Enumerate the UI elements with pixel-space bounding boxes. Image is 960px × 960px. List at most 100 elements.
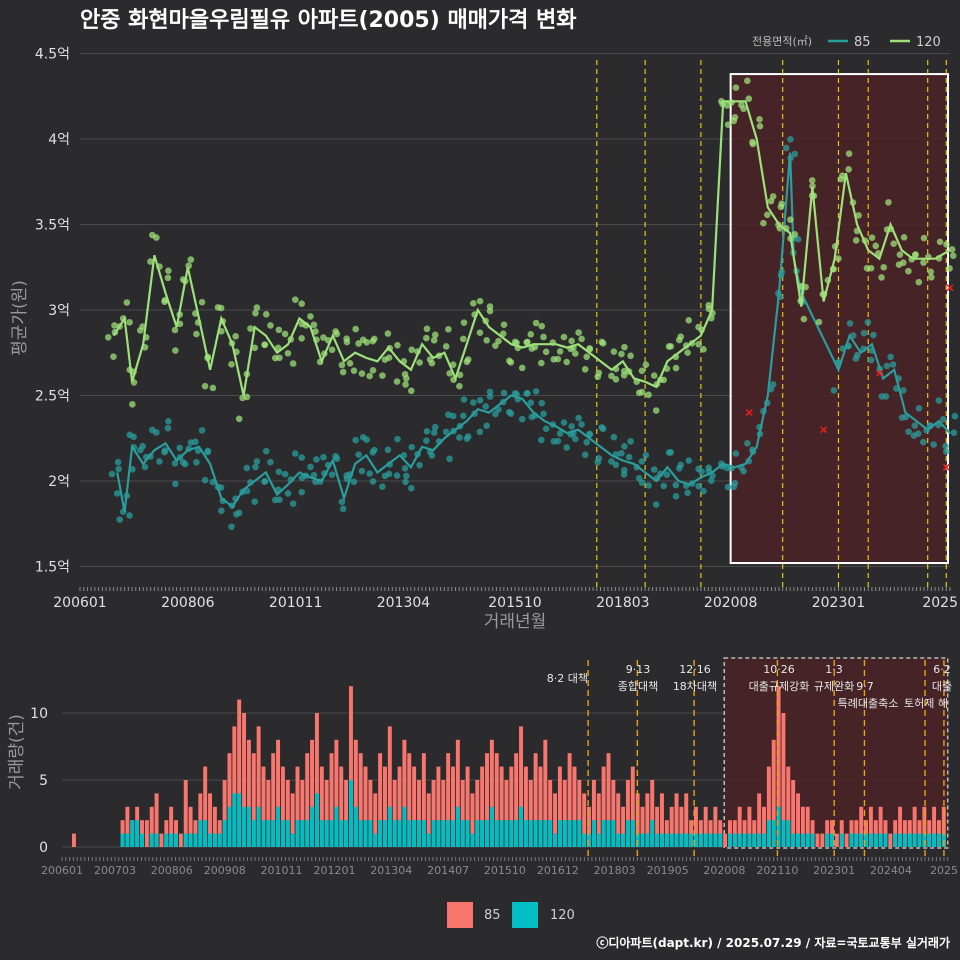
series-120-point (416, 359, 423, 366)
series-120-point (568, 337, 575, 345)
bar-120 (611, 820, 616, 847)
bar-120 (640, 833, 645, 847)
series-85-point (307, 463, 314, 471)
series-85-point (251, 498, 259, 505)
legend-key-85 (447, 902, 473, 928)
series-120-point (695, 340, 703, 348)
series-85-point (193, 459, 200, 466)
bar-85 (314, 713, 319, 847)
y-tick-label: 3.5억 (35, 218, 70, 234)
series-120-point (948, 246, 956, 253)
x-tick-label: 201510 (488, 595, 541, 611)
bar-120 (324, 820, 329, 847)
series-85-point (252, 463, 259, 471)
bar-120 (927, 833, 932, 847)
volume-chart: 0 5 10 8·2 대책 9·13 종합대책 12·16 18차대책 10·26 대출규제강화 1… (7, 657, 958, 928)
bar-85 (397, 766, 402, 847)
bar-85 (781, 713, 786, 847)
series-85-point (423, 437, 430, 444)
series-120-point (763, 211, 771, 219)
series-85-point (483, 422, 490, 430)
x-tick-label: 201803 (596, 595, 649, 611)
series-85-point (271, 496, 279, 504)
series-85-point (172, 480, 179, 488)
series-120-point (456, 371, 464, 379)
bar-120 (679, 833, 684, 847)
series-85-point (275, 468, 283, 476)
outlier-mark (942, 463, 950, 471)
series-85-point (853, 351, 861, 359)
bar-85 (402, 739, 407, 847)
series-120-point (394, 341, 401, 349)
series-85-point (554, 437, 562, 445)
series-120-point (369, 367, 377, 374)
series-85-point (126, 512, 133, 519)
series-85-point (369, 478, 377, 485)
bar-85 (222, 780, 227, 847)
bar-120 (319, 820, 324, 847)
series-85-point (695, 482, 703, 490)
series-120-point (445, 325, 452, 333)
bar-120 (193, 833, 198, 847)
bar-85 (149, 806, 154, 847)
series-85-point (385, 470, 393, 478)
bar-120 (630, 820, 635, 847)
bar-120 (810, 833, 815, 847)
series-85-point (724, 483, 732, 491)
y-tick-label: 1.5억 (35, 559, 70, 575)
bar-85 (441, 780, 446, 847)
bar-120 (494, 820, 499, 847)
series-120-point (949, 252, 957, 260)
bar-120 (276, 806, 281, 847)
series-85-point (583, 438, 590, 446)
x-tick-label: 2025 (922, 595, 958, 611)
x-tick-label: 200806 (161, 595, 215, 611)
bar-85 (280, 766, 285, 847)
series-85-point (538, 436, 545, 444)
series-85-point (791, 150, 799, 158)
series-120-point (560, 333, 568, 341)
bar-120 (737, 833, 742, 847)
legend-label-85: 85 (484, 908, 501, 923)
series-85-point (864, 318, 872, 326)
series-85-point (431, 423, 439, 431)
series-120-point (343, 335, 350, 343)
bar-120 (776, 806, 781, 847)
series-120-point (845, 165, 852, 173)
bar-85 (645, 793, 650, 847)
series-120-point (920, 259, 927, 266)
bar-85 (212, 806, 217, 847)
series-85-point (638, 479, 646, 486)
bar-85 (514, 753, 519, 847)
series-85-point (192, 438, 199, 446)
bar-85 (577, 780, 582, 847)
bar-85 (630, 766, 635, 847)
bar-85 (494, 753, 499, 847)
series-85-point (672, 481, 680, 489)
bar-120 (519, 806, 524, 847)
series-120-point (731, 114, 739, 121)
bar-120 (689, 833, 694, 847)
bar-85 (888, 833, 893, 847)
series-120-point (760, 219, 767, 227)
legend-key-120 (512, 902, 538, 928)
bar-120 (538, 820, 543, 847)
bar-85 (800, 806, 805, 847)
series-85-point (482, 403, 489, 410)
series-85-point (370, 446, 378, 454)
y-tick-label: 10 (30, 706, 48, 722)
series-85-point (176, 444, 184, 452)
series-120-point (350, 367, 358, 374)
series-85-point (919, 438, 927, 446)
series-120-point (358, 370, 366, 377)
bar-85 (868, 806, 873, 847)
series-85-point (698, 468, 705, 475)
series-120-point (620, 371, 628, 379)
series-120-point (863, 264, 871, 272)
bar-85 (392, 780, 397, 847)
series-120-point (594, 373, 602, 380)
series-85-point (887, 353, 894, 361)
series-85-point (198, 427, 206, 434)
bar-85 (203, 766, 208, 847)
series-120-point (251, 344, 259, 352)
